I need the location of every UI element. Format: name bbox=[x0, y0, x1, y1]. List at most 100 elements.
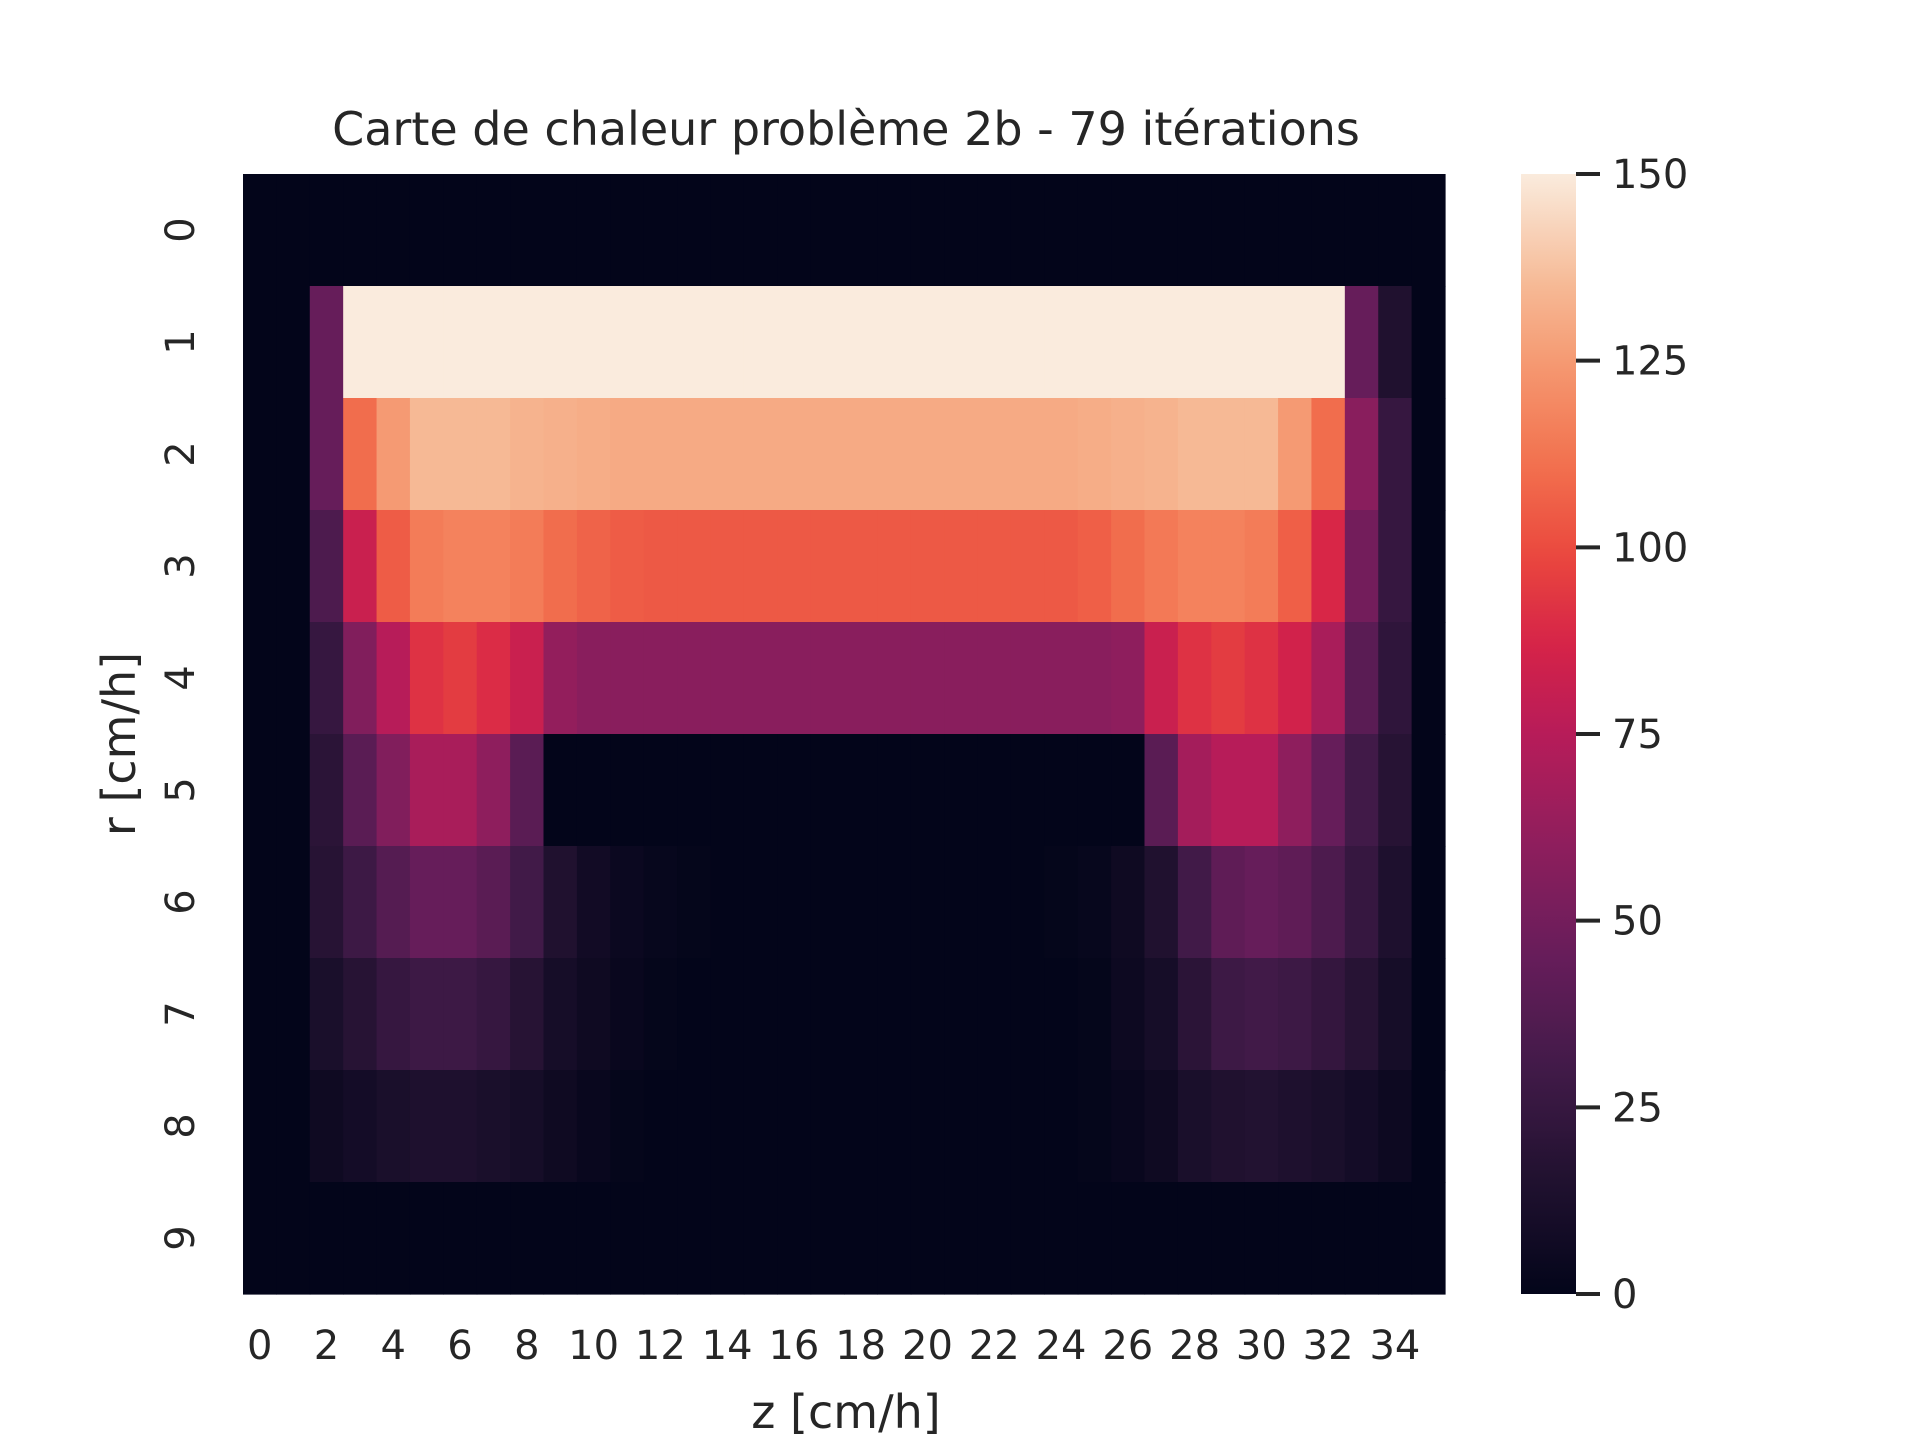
heatmap-cell bbox=[243, 1182, 277, 1295]
heatmap-cell bbox=[343, 1070, 378, 1183]
heatmap-cell bbox=[243, 1070, 277, 1183]
colorbar-tick-label: 100 bbox=[1612, 525, 1688, 571]
heatmap-cell bbox=[1278, 622, 1313, 735]
heatmap-cell bbox=[844, 1182, 878, 1295]
heatmap-cell bbox=[476, 174, 511, 287]
heatmap-cell bbox=[910, 1070, 945, 1183]
heatmap-cell bbox=[1344, 286, 1379, 399]
heatmap-cell bbox=[510, 846, 545, 959]
heatmap-cell bbox=[643, 1070, 678, 1183]
heatmap-cell bbox=[1311, 1070, 1346, 1183]
heatmap-cell bbox=[977, 510, 1012, 623]
heatmap-cell bbox=[643, 510, 678, 623]
heatmap-cell bbox=[1177, 1070, 1212, 1183]
heatmap-cell bbox=[543, 398, 578, 511]
heatmap-cell bbox=[677, 1070, 712, 1183]
heatmap-cell bbox=[1044, 510, 1079, 623]
heatmap-cell bbox=[743, 1070, 778, 1183]
heatmap-cell bbox=[409, 510, 444, 623]
heatmap-cell bbox=[443, 286, 478, 399]
heatmap-cell bbox=[1111, 958, 1146, 1071]
heatmap-cell bbox=[1278, 1182, 1313, 1295]
x-tick-label: 18 bbox=[835, 1323, 886, 1369]
heatmap-cell bbox=[1111, 622, 1146, 735]
heatmap-cell bbox=[409, 622, 444, 735]
heatmap-cell bbox=[1077, 622, 1112, 735]
heatmap-cell bbox=[443, 1070, 478, 1183]
heatmap-cell bbox=[510, 1182, 545, 1295]
heatmap-cell bbox=[1344, 174, 1379, 287]
heatmap-cell bbox=[1044, 286, 1079, 399]
heatmap-cell bbox=[777, 1182, 812, 1295]
heatmap-cell bbox=[1211, 622, 1246, 735]
heatmap-cell bbox=[1211, 734, 1246, 847]
heatmap-cell bbox=[1211, 1070, 1246, 1183]
heatmap-cell bbox=[710, 958, 745, 1071]
heatmap-cell bbox=[643, 1182, 678, 1295]
heatmap-cell bbox=[476, 1182, 511, 1295]
heatmap-cell bbox=[1144, 846, 1179, 959]
heatmap-cell bbox=[777, 1070, 812, 1183]
heatmap-cell bbox=[977, 398, 1012, 511]
heatmap-cell bbox=[1344, 734, 1379, 847]
heatmap-cell bbox=[1378, 1070, 1413, 1183]
heatmap-cell bbox=[610, 286, 645, 399]
heatmap-cell bbox=[743, 958, 778, 1071]
x-tick-label: 4 bbox=[381, 1323, 406, 1369]
heatmap-cell bbox=[710, 174, 745, 287]
heatmap-cell bbox=[376, 174, 411, 287]
x-tick-label: 6 bbox=[447, 1323, 472, 1369]
heatmap-cell bbox=[710, 286, 745, 399]
heatmap-cell bbox=[1044, 958, 1079, 1071]
heatmap-cell bbox=[443, 734, 478, 847]
y-tick-label: 8 bbox=[158, 1113, 204, 1138]
heatmap-cell bbox=[844, 510, 878, 623]
heatmap-cell bbox=[343, 622, 378, 735]
heatmap-cell bbox=[1044, 622, 1079, 735]
heatmap-cell bbox=[576, 398, 611, 511]
heatmap-cell bbox=[710, 1070, 745, 1183]
heatmap-cell bbox=[643, 734, 678, 847]
heatmap-cell bbox=[476, 846, 511, 959]
heatmap-cell bbox=[343, 1182, 378, 1295]
heatmap-cell bbox=[443, 174, 478, 287]
heatmap-cell bbox=[944, 398, 979, 511]
heatmap-cell bbox=[309, 286, 344, 399]
heatmap-cell bbox=[1411, 286, 1446, 399]
heatmap-cell bbox=[1378, 510, 1413, 623]
heatmap-cell bbox=[1311, 622, 1346, 735]
heatmap-cell bbox=[1378, 286, 1413, 399]
heatmap-cell bbox=[409, 1182, 444, 1295]
heatmap-cell bbox=[1077, 734, 1112, 847]
heatmap-cell bbox=[543, 174, 578, 287]
x-tick-label: 10 bbox=[568, 1323, 619, 1369]
x-tick-label: 30 bbox=[1236, 1323, 1287, 1369]
heatmap-cell bbox=[443, 622, 478, 735]
heatmap-cell bbox=[643, 174, 678, 287]
heatmap-cell bbox=[1044, 1182, 1079, 1295]
heatmap-cell bbox=[243, 846, 277, 959]
heatmap-cell bbox=[376, 734, 411, 847]
heatmap-cell bbox=[1344, 622, 1379, 735]
heatmap-cell bbox=[977, 734, 1012, 847]
heatmap-cell bbox=[1144, 510, 1179, 623]
heatmap-cell bbox=[376, 1182, 411, 1295]
heatmap-cell bbox=[1244, 1182, 1279, 1295]
y-tick-label: 2 bbox=[158, 441, 204, 466]
heatmap-cell bbox=[1044, 846, 1079, 959]
heatmap-cell bbox=[910, 734, 945, 847]
heatmap-cell bbox=[276, 174, 311, 287]
heatmap-cell bbox=[810, 734, 845, 847]
heatmap-cell bbox=[510, 174, 545, 287]
heatmap-cell bbox=[343, 174, 378, 287]
heatmap-cell bbox=[309, 734, 344, 847]
heatmap-cell bbox=[1311, 958, 1346, 1071]
heatmap-cell bbox=[1378, 958, 1413, 1071]
heatmap-cell bbox=[710, 1182, 745, 1295]
heatmap-cell bbox=[276, 510, 311, 623]
heatmap-cell bbox=[743, 734, 778, 847]
heatmap-cell bbox=[1278, 734, 1313, 847]
heatmap-cell bbox=[543, 846, 578, 959]
heatmap-cell bbox=[810, 1182, 845, 1295]
